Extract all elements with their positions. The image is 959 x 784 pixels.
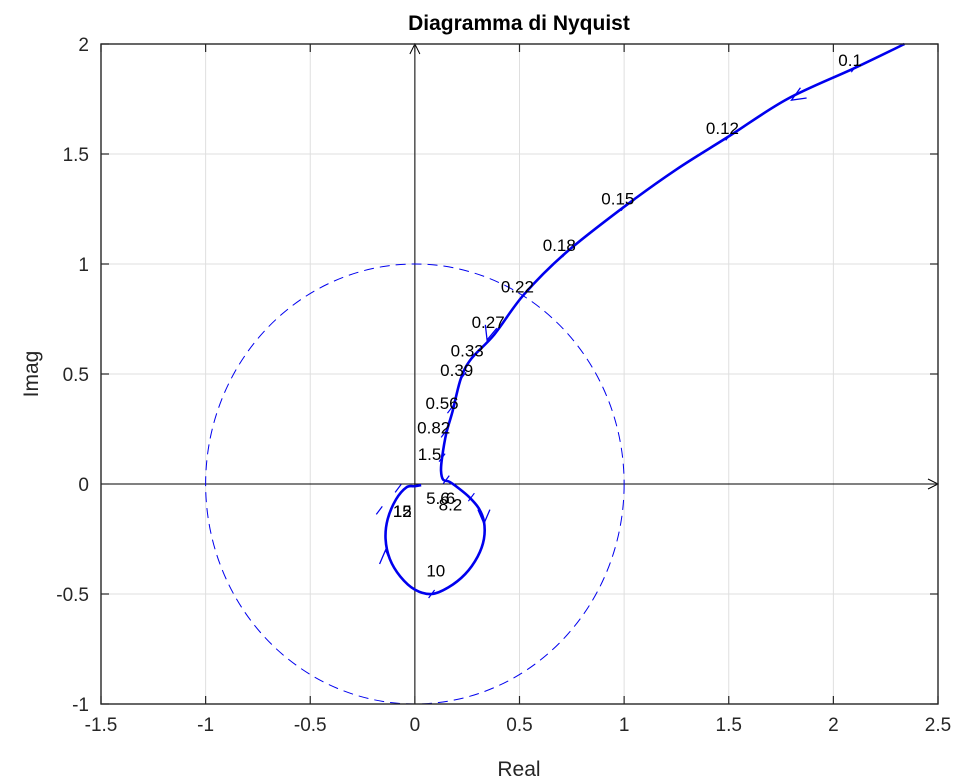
y-tick-label: 2: [78, 35, 89, 56]
x-tick-label: 1.5: [716, 715, 742, 736]
frequency-label: 5.6: [426, 489, 450, 508]
x-tick-label: -0.5: [294, 715, 327, 736]
y-tick-label: 1: [78, 255, 89, 276]
direction-arrow: [790, 87, 807, 101]
frequency-tick: [446, 404, 454, 414]
frequency-label: 0.15: [601, 190, 634, 209]
frequency-tick: [725, 132, 733, 141]
frequency-label: 10: [426, 561, 445, 580]
frequency-tick: [375, 506, 383, 515]
nyquist-curve: [384, 42, 906, 596]
frequency-label: 15: [393, 502, 412, 521]
chart-title: Diagramma di Nyquist: [408, 12, 630, 35]
y-tick-label: 0.5: [63, 365, 89, 386]
x-tick-label: 2.5: [925, 715, 951, 736]
y-tick-label: -1: [72, 695, 89, 716]
frequency-tick: [459, 371, 467, 381]
frequency-label: 0.12: [706, 119, 739, 138]
y-tick-label: 1.5: [63, 145, 89, 166]
frequency-tick: [490, 330, 498, 339]
frequency-tick: [850, 63, 858, 73]
y-tick-label: -0.5: [56, 585, 89, 606]
frequency-label: 8.2: [439, 495, 463, 514]
direction-arrow: [477, 509, 491, 526]
direction-arrow: [378, 548, 393, 565]
plot-area: 0.1 0.12 0.15 0.18 0.22 0.27 0.330.39 0.56 0.82 1…: [205, 42, 906, 705]
frequency-label: 1.5: [418, 445, 442, 464]
frequency-tick: [467, 354, 475, 363]
frequency-tick: [428, 589, 436, 599]
x-tick-labels: -1.5 -1 -0.5 0 0.5 1 1.5 2 2.5: [85, 715, 952, 736]
x-tick-label: 0: [410, 715, 421, 736]
frequency-tick: [394, 484, 402, 493]
frequency-tick: [467, 492, 475, 502]
y-tick-labels: -1 -0.5 0 0.5 1 1.5 2: [56, 35, 89, 716]
frequency-label: 0.33: [451, 341, 484, 360]
frequency-tick: [520, 290, 528, 300]
frequency-label: 12: [393, 502, 412, 521]
frequency-label: 6: [446, 489, 455, 508]
frequency-tick: [440, 429, 448, 438]
x-tick-label: -1.5: [85, 715, 118, 736]
frequency-tick: [438, 453, 446, 462]
x-tick-label: 2: [828, 715, 839, 736]
direction-arrow: [484, 324, 498, 342]
frequency-tick: [620, 202, 628, 212]
frequency-label: 0.22: [501, 278, 534, 297]
frequency-label: 0.39: [440, 361, 473, 380]
frequency-label: 0.27: [472, 313, 505, 332]
x-tick-label: 1: [619, 715, 630, 736]
frequency-tick: [562, 248, 570, 258]
frequency-label: 0.82: [417, 418, 450, 437]
x-axis-label: Real: [497, 758, 540, 781]
frequency-label: 0.18: [543, 236, 576, 255]
frequency-tick: [442, 475, 450, 484]
frequency-label: 0.56: [426, 394, 459, 413]
x-tick-label: 0.5: [506, 715, 532, 736]
frequency-label: 0.1: [838, 51, 862, 70]
tick-marks: [100, 43, 939, 705]
y-axis-label: Imag: [20, 351, 43, 398]
x-tick-label: -1: [197, 715, 214, 736]
y-tick-label: 0: [78, 475, 89, 496]
